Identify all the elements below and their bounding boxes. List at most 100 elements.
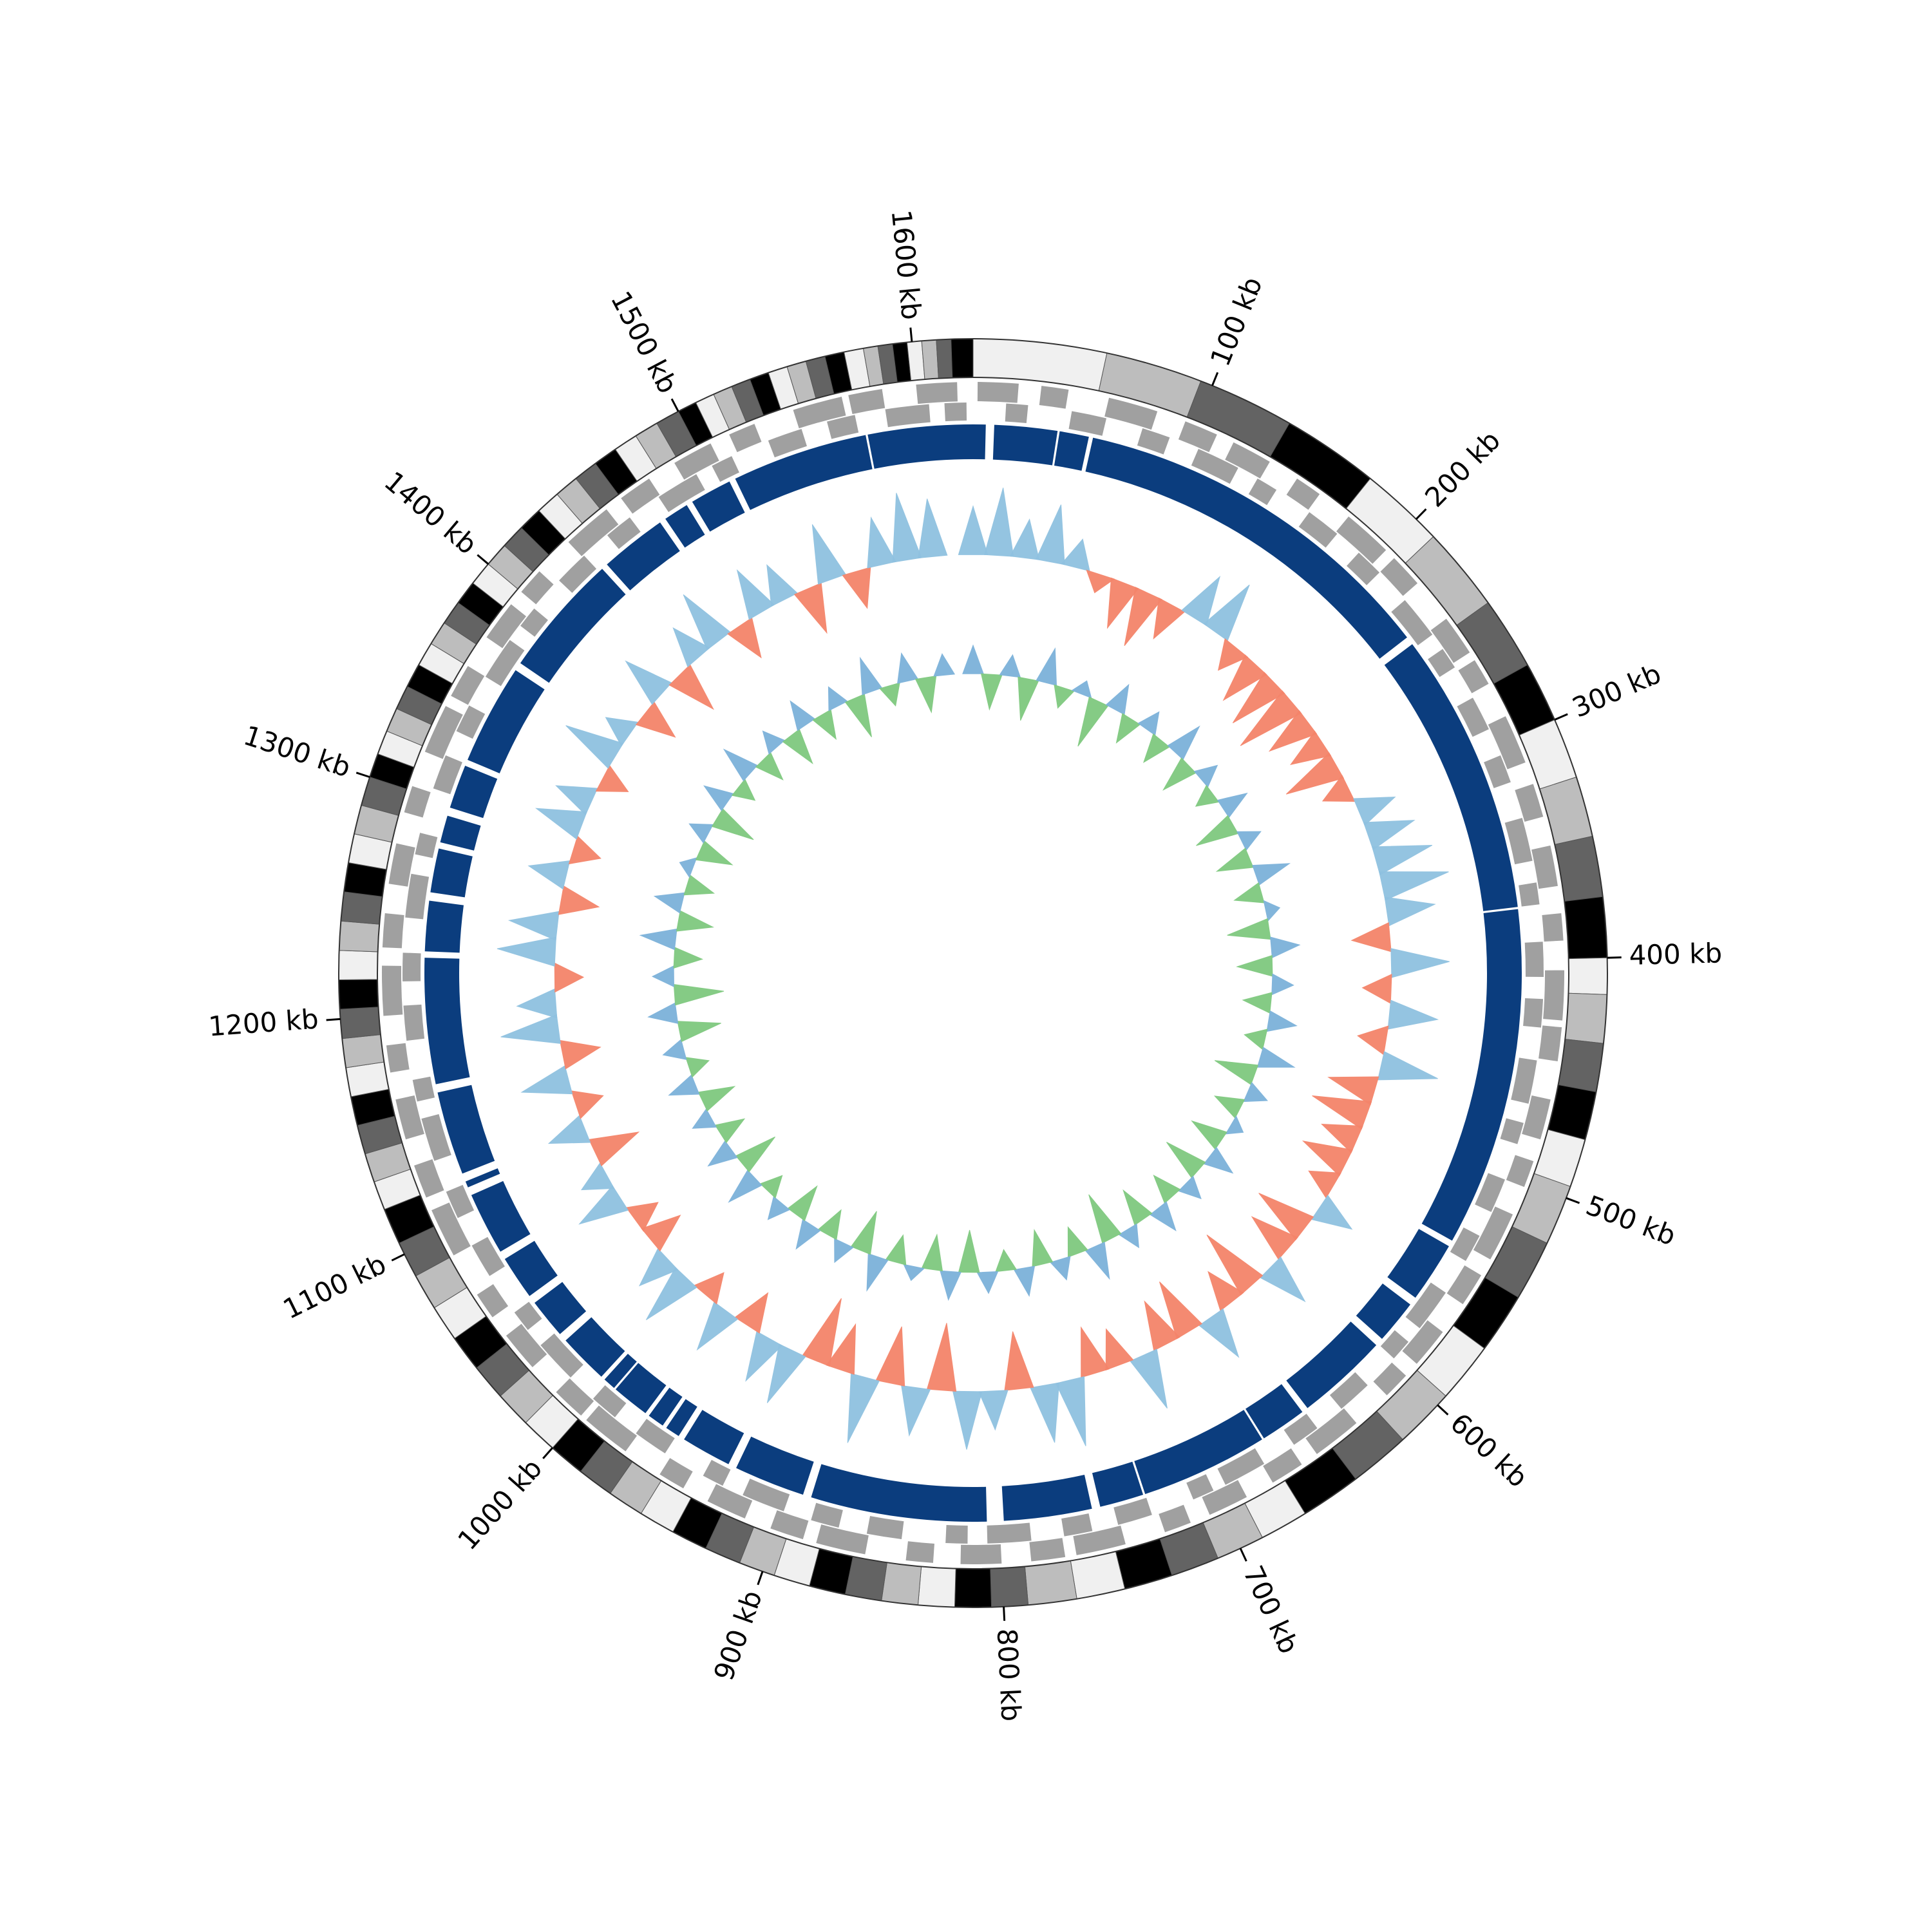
signal-spike xyxy=(1162,757,1197,791)
signal-spike xyxy=(685,1057,710,1078)
band xyxy=(1539,776,1593,845)
signal-spike xyxy=(635,701,676,738)
tick-label: 400 kb xyxy=(1629,937,1723,971)
band xyxy=(1554,835,1604,902)
band xyxy=(339,1007,381,1039)
band xyxy=(1558,1039,1604,1093)
gene xyxy=(1029,1538,1066,1562)
signal-spike xyxy=(995,1249,1018,1273)
signal-spike xyxy=(571,1090,604,1119)
gene xyxy=(586,1405,638,1452)
tick-mark xyxy=(1239,1548,1247,1562)
signal-spike xyxy=(867,516,896,569)
signal-spike xyxy=(1142,733,1170,763)
signal-spike xyxy=(1153,597,1186,640)
signal-spike xyxy=(1372,844,1433,876)
band-outline xyxy=(338,338,1608,1608)
band xyxy=(921,339,939,380)
signal-spike xyxy=(980,673,1003,711)
signal-spike xyxy=(793,582,828,634)
signal-spike xyxy=(1236,831,1262,851)
contig xyxy=(665,505,705,548)
signal-spike xyxy=(547,1115,591,1144)
signal-spike xyxy=(976,1271,999,1294)
signal-spike xyxy=(1067,1226,1088,1258)
gene xyxy=(1217,1448,1265,1485)
contig xyxy=(973,424,986,460)
band xyxy=(917,1566,956,1608)
signal-spike xyxy=(1353,797,1396,826)
signal-spike xyxy=(999,654,1021,678)
signal-spike xyxy=(952,1390,983,1450)
contig xyxy=(607,522,680,591)
contig xyxy=(440,815,481,851)
gene xyxy=(556,1378,594,1416)
signal-spike xyxy=(653,892,685,914)
gene xyxy=(905,1541,934,1563)
signal-spike xyxy=(759,1175,783,1199)
signal-spike xyxy=(676,910,714,932)
signal-spike xyxy=(1106,577,1139,629)
signal-spike xyxy=(662,1039,687,1060)
signal-spike xyxy=(728,1170,762,1203)
tick-mark xyxy=(1437,1404,1449,1416)
signal-spike xyxy=(595,764,629,792)
signal-spike xyxy=(588,1132,640,1167)
signal-spike xyxy=(1379,871,1449,901)
signal-spike xyxy=(1030,1382,1060,1443)
contig xyxy=(735,435,873,510)
signal-spike xyxy=(940,1270,961,1302)
signal-spike xyxy=(559,1039,601,1070)
gene xyxy=(1543,970,1564,1021)
gene xyxy=(1159,1504,1191,1533)
signal-spike xyxy=(1350,922,1392,952)
signal-spike xyxy=(958,505,989,555)
contig xyxy=(424,958,470,1084)
tick-mark xyxy=(670,398,679,412)
signal-spike xyxy=(1251,1216,1298,1260)
contig xyxy=(1001,1475,1092,1521)
contig xyxy=(1085,437,1407,659)
contig xyxy=(437,1084,495,1174)
gene xyxy=(1329,1372,1368,1409)
tick-label: 1600 kb xyxy=(886,209,927,321)
signal-spike xyxy=(978,1390,1009,1431)
contig xyxy=(1092,1461,1144,1507)
signal-spike xyxy=(1077,696,1109,747)
contig xyxy=(1384,644,1518,911)
signal-spike xyxy=(1225,1115,1244,1135)
signal-spike xyxy=(901,1385,931,1437)
gene xyxy=(415,833,438,858)
gene xyxy=(1104,397,1158,430)
gene xyxy=(1523,998,1544,1028)
gene xyxy=(477,1284,509,1318)
band xyxy=(340,891,383,925)
signal-spike xyxy=(1244,1028,1268,1050)
gene xyxy=(568,509,619,556)
tick-mark xyxy=(757,1571,764,1586)
tick-mark xyxy=(1554,713,1568,721)
signal-spike xyxy=(1181,576,1221,627)
signal-spike xyxy=(1263,900,1281,922)
tick-label: 1000 kb xyxy=(451,1452,548,1556)
band xyxy=(954,1568,992,1608)
gene xyxy=(1484,755,1511,788)
band xyxy=(338,950,379,980)
signal-spike xyxy=(1178,1175,1202,1200)
contig xyxy=(649,1387,683,1426)
signal-spike xyxy=(672,627,710,668)
tick-label: 700 kb xyxy=(1237,1561,1305,1659)
gene xyxy=(540,1333,583,1378)
signal-spike xyxy=(1242,992,1273,1014)
signal-spike xyxy=(1271,973,1294,996)
signal-spike xyxy=(1357,1025,1389,1056)
tick-label: 500 kb xyxy=(1582,1189,1680,1252)
signal-spike xyxy=(1118,1223,1140,1249)
gene xyxy=(811,1502,843,1528)
signal-spike xyxy=(723,748,758,782)
gene xyxy=(1137,428,1170,455)
gene xyxy=(1305,1408,1357,1454)
signal-spike xyxy=(555,785,598,816)
signal-spike xyxy=(707,1140,738,1167)
contig xyxy=(666,1399,697,1436)
